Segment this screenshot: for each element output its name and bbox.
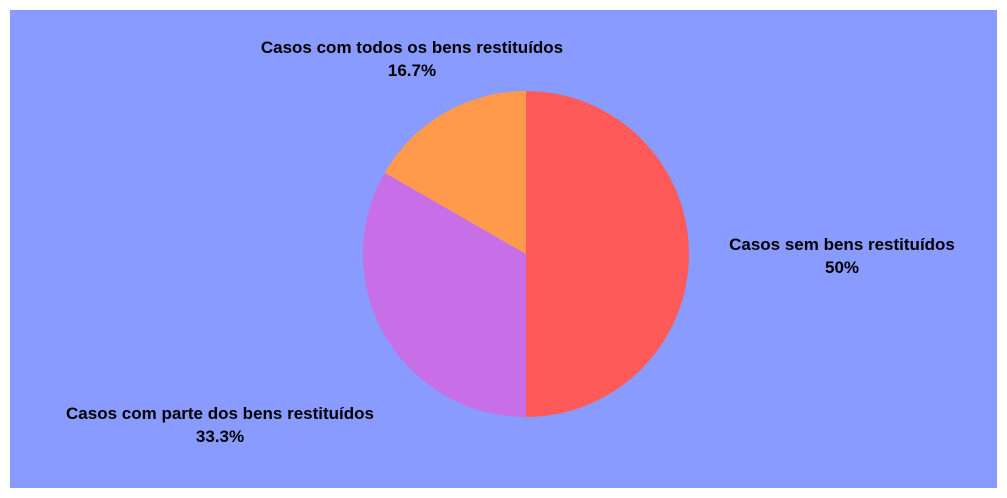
slices-layer <box>363 91 689 417</box>
slice-label-3: Casos com todos os bens restituídos <box>261 38 563 57</box>
pie-chart: Casos sem bens restituídos 50% Casos com p… <box>10 10 997 488</box>
chart-panel: Casos sem bens restituídos 50% Casos com p… <box>10 10 997 488</box>
slice-value-label-2: 33.3% <box>196 427 244 446</box>
slice-label-2: Casos com parte dos bens restituídos <box>66 404 374 423</box>
slice-value-label-3: 16.7% <box>388 61 436 80</box>
slice-label-1: Casos sem bens restituídos <box>729 235 955 254</box>
pie-slice-3[interactable] <box>384 91 526 254</box>
labels-layer: Casos sem bens restituídos 50% Casos com p… <box>66 38 955 446</box>
slice-value-label-1: 50% <box>825 258 859 277</box>
pie-slice-2[interactable] <box>363 172 526 417</box>
pie-slice-1[interactable] <box>526 91 689 417</box>
